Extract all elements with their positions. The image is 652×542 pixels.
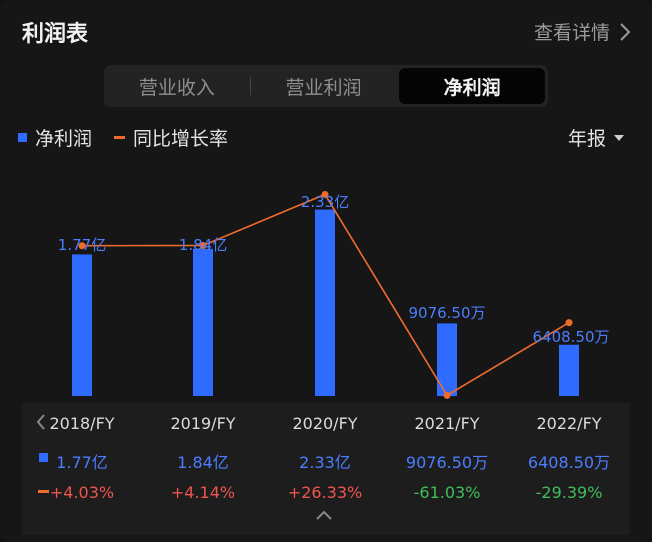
chart-legend: 净利润 同比增长率 [18, 124, 228, 151]
period-label: 年报 [567, 128, 606, 150]
year-header-cell: 2018/FY [49, 414, 115, 433]
net-profit-cell: 9076.50万 [405, 453, 489, 472]
data-label-2019/FY: 1.84亿 [179, 236, 227, 254]
tab-operating-profit[interactable]: 营业利润 [285, 76, 362, 99]
year-header-cell: 2021/FY [414, 414, 480, 433]
chevron-up-icon[interactable] [316, 510, 332, 520]
data-label-2021/FY: 9076.50万 [408, 304, 485, 322]
bar-2019/FY [193, 248, 213, 396]
growth-rate-cell: +26.33% [287, 483, 363, 502]
growth-rate-row: +4.03% +4.14% +26.33% -61.03% -29.39% [22, 477, 630, 509]
view-details-label: 查看详情 [533, 22, 610, 44]
tab-net-profit[interactable]: 净利润 [399, 68, 546, 104]
bar-legend-swatch [18, 133, 27, 142]
tab-revenue[interactable]: 营业收入 [138, 76, 215, 99]
growth-point-2019/FY [199, 241, 207, 249]
growth-rate-cell: -61.03% [413, 483, 481, 502]
growth-rate-cell: +4.14% [170, 483, 236, 502]
net-profit-row: 1.77亿 1.84亿 2.33亿 9076.50万 6408.50万 [22, 443, 630, 475]
caret-down-icon [614, 134, 624, 141]
data-label-2022/FY: 6408.50万 [532, 328, 609, 346]
growth-rate-cell: +4.03% [49, 483, 115, 502]
data-label-2020/FY: 2.33亿 [301, 193, 349, 211]
growth-rate-cell: -29.39% [535, 483, 603, 502]
card-title: 利润表 [22, 22, 89, 47]
bar-2021/FY [437, 323, 457, 396]
data-table: 2018/FY 2019/FY 2020/FY 2021/FY 2022/FY 1.77… [22, 403, 630, 535]
metric-tabs: 营业收入 营业利润 净利润 [104, 65, 548, 107]
growth-point-2018/FY [78, 242, 86, 250]
year-header-cell: 2020/FY [292, 414, 358, 433]
net-profit-chart: 1.77亿 1.84亿 2.33亿 9076.50万 6408.50万 [58, 190, 610, 399]
chevron-right-icon [620, 22, 630, 41]
data-label-2018/FY: 1.77亿 [58, 236, 106, 254]
growth-point-2021/FY [443, 391, 451, 399]
bar-2022/FY [559, 344, 579, 396]
growth-point-2020/FY [321, 190, 329, 198]
period-selector[interactable]: 年报 [568, 124, 624, 151]
year-header-row: 2018/FY 2019/FY 2020/FY 2021/FY 2022/FY [22, 407, 630, 439]
legend-net-profit: 净利润 [35, 128, 93, 150]
net-profit-cell: 1.84亿 [177, 453, 229, 472]
net-profit-cell: 6408.50万 [527, 453, 611, 472]
tab-divider [249, 77, 251, 95]
growth-rate-row-marker [38, 490, 49, 493]
growth-point-2022/FY [565, 319, 573, 327]
legend-growth-rate: 同比增长率 [133, 128, 229, 150]
bar-2018/FY [72, 254, 92, 396]
net-profit-cell: 1.77亿 [56, 453, 108, 472]
net-profit-row-marker [39, 453, 48, 462]
net-profit-cell: 2.33亿 [299, 453, 351, 472]
line-legend-swatch [114, 136, 126, 139]
view-details-link[interactable]: 查看详情 [534, 18, 630, 45]
year-header-cell: 2019/FY [170, 414, 236, 433]
chevron-left-icon[interactable] [36, 414, 46, 430]
bar-2020/FY [315, 209, 335, 396]
year-header-cell: 2022/FY [536, 414, 602, 433]
